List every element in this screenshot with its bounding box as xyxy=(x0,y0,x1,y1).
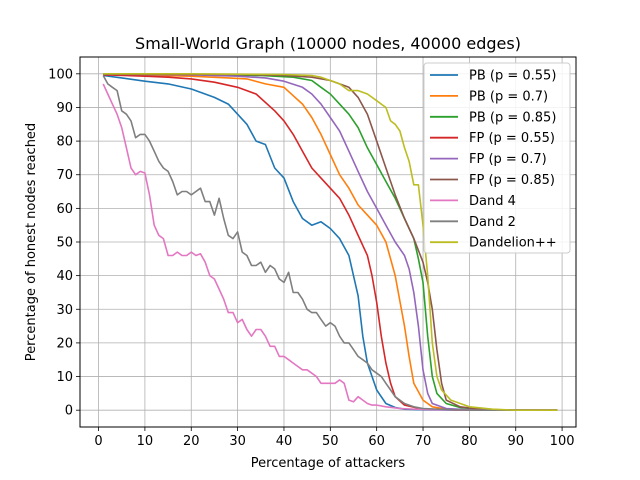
x-tick-label: 0 xyxy=(94,434,102,449)
legend-label: FP (p = 0.55) xyxy=(469,131,555,146)
legend-label: Dand 4 xyxy=(469,194,516,209)
y-tick-label: 20 xyxy=(56,336,73,351)
y-axis-label: Percentage of honest nodes reached xyxy=(24,123,39,361)
legend-label: PB (p = 0.7) xyxy=(469,89,548,104)
series-line-pb-p-0-7 xyxy=(103,73,558,411)
x-axis-label: Percentage of attackers xyxy=(251,456,406,471)
x-tick-label: 90 xyxy=(507,434,524,449)
x-tick-label: 70 xyxy=(415,434,432,449)
legend-label: Dandelion++ xyxy=(469,236,557,251)
chart-title: Small-World Graph (10000 nodes, 40000 ed… xyxy=(135,34,521,53)
y-tick-label: 0 xyxy=(65,404,73,419)
series-line-dand-4 xyxy=(102,83,558,411)
legend-box xyxy=(423,62,571,254)
series-lines xyxy=(102,73,558,411)
y-tick-label: 80 xyxy=(56,135,73,150)
y-tick-label: 10 xyxy=(56,370,73,385)
series-line-dandelion xyxy=(103,73,558,411)
x-tick-label: 100 xyxy=(550,434,575,449)
series-line-pb-p-0-85 xyxy=(103,73,558,411)
x-tick-label: 10 xyxy=(137,434,154,449)
x-tick-label: 60 xyxy=(368,434,385,449)
x-tick-label: 30 xyxy=(229,434,246,449)
x-tick-label: 20 xyxy=(183,434,200,449)
y-tick-label: 30 xyxy=(56,303,73,318)
legend-label: PB (p = 0.85) xyxy=(469,110,556,125)
legend-label: FP (p = 0.7) xyxy=(469,152,547,167)
legend-label: PB (p = 0.55) xyxy=(469,69,556,84)
y-tick-label: 50 xyxy=(56,236,73,251)
series-line-fp-p-0-85 xyxy=(103,73,558,411)
legend-label: Dand 2 xyxy=(469,215,516,230)
x-tick-label: 40 xyxy=(276,434,293,449)
y-tick-label: 60 xyxy=(56,202,73,217)
legend: PB (p = 0.55) PB (p = 0.7) PB (p = 0.85) FP… xyxy=(423,62,571,254)
y-tick-label: 100 xyxy=(48,67,73,82)
series-line-fp-p-0-55 xyxy=(103,74,558,411)
y-tick-label: 70 xyxy=(56,168,73,183)
y-tick-label: 40 xyxy=(56,269,73,284)
x-tick-label: 50 xyxy=(322,434,339,449)
legend-label: FP (p = 0.85) xyxy=(469,173,555,188)
x-tick-label: 80 xyxy=(461,434,478,449)
series-line-pb-p-0-55 xyxy=(103,74,558,411)
series-line-dand-2 xyxy=(102,75,558,411)
y-tick-label: 90 xyxy=(56,101,73,116)
axis-ticks: 0 10 20 30 40 50 60 70 80 90 100 0 10 20 30 40 50 60 70 80 9… xyxy=(48,67,574,449)
series-line-fp-p-0-7 xyxy=(103,73,558,411)
